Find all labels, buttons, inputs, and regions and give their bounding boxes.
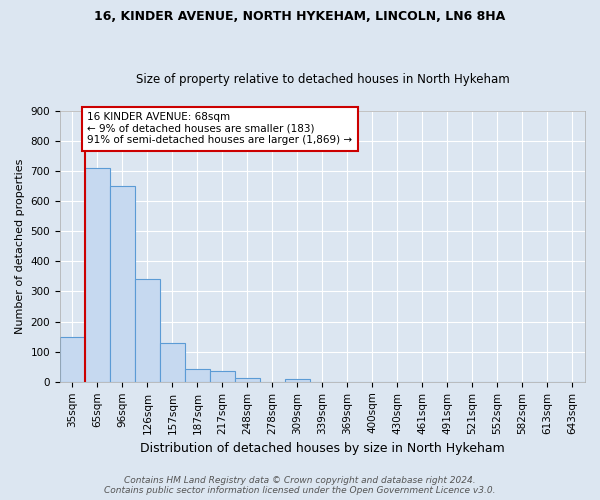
Bar <box>110 186 135 382</box>
Text: 16 KINDER AVENUE: 68sqm
← 9% of detached houses are smaller (183)
91% of semi-de: 16 KINDER AVENUE: 68sqm ← 9% of detached… <box>88 112 353 146</box>
Bar <box>135 280 160 382</box>
Bar <box>185 369 210 382</box>
Bar <box>210 372 235 382</box>
Bar <box>285 379 310 382</box>
Bar <box>235 378 260 382</box>
Bar <box>60 336 85 382</box>
Bar <box>85 168 110 382</box>
Title: Size of property relative to detached houses in North Hykeham: Size of property relative to detached ho… <box>136 73 509 86</box>
Text: 16, KINDER AVENUE, NORTH HYKEHAM, LINCOLN, LN6 8HA: 16, KINDER AVENUE, NORTH HYKEHAM, LINCOL… <box>94 10 506 23</box>
X-axis label: Distribution of detached houses by size in North Hykeham: Distribution of detached houses by size … <box>140 442 505 455</box>
Bar <box>160 344 185 382</box>
Text: Contains HM Land Registry data © Crown copyright and database right 2024.
Contai: Contains HM Land Registry data © Crown c… <box>104 476 496 495</box>
Y-axis label: Number of detached properties: Number of detached properties <box>15 158 25 334</box>
